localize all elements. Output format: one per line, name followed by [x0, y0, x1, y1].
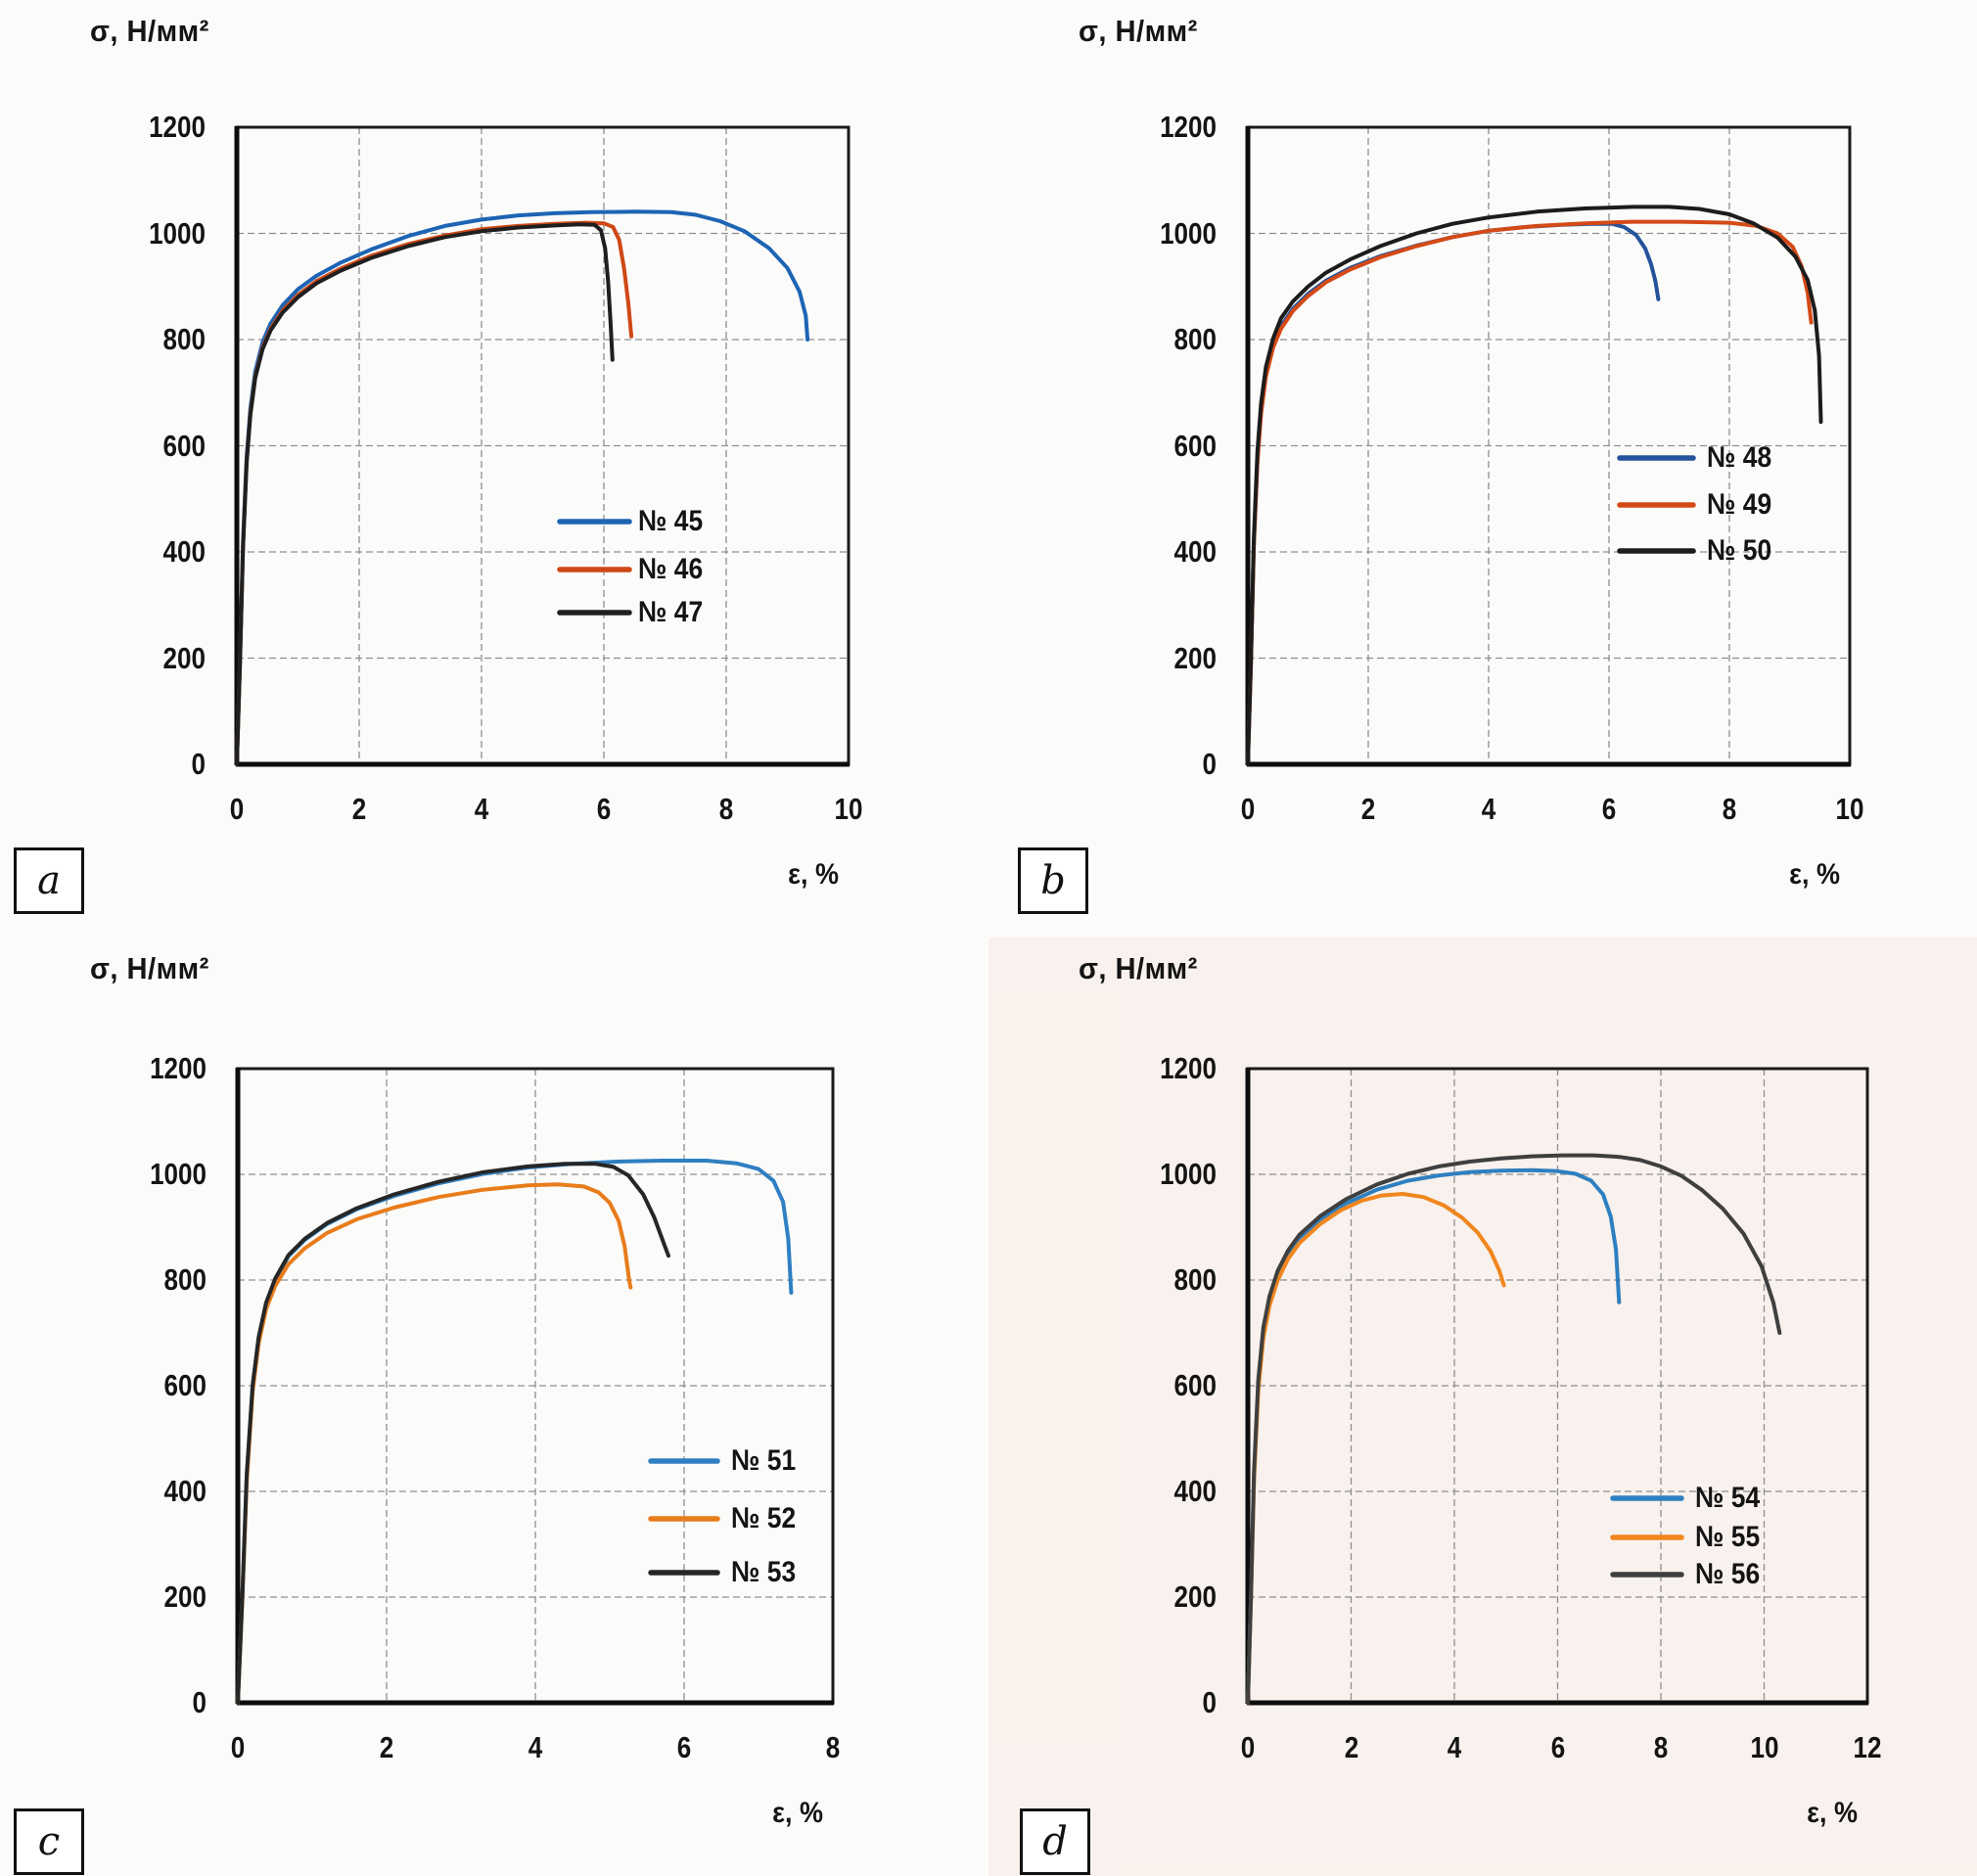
- x-tick-label-6: 6: [1601, 792, 1617, 826]
- y-tick-label-200: 200: [1173, 640, 1217, 675]
- x-tick-label-4: 4: [474, 792, 489, 826]
- y-tick-label-800: 800: [162, 322, 206, 356]
- y-axis-title: σ, Н/мм²: [90, 951, 209, 985]
- x-tick-label-10: 10: [834, 792, 863, 826]
- y-tick-label-0: 0: [1202, 1685, 1217, 1719]
- series-curve-№46: [235, 220, 634, 766]
- x-tick-label-0: 0: [1240, 1730, 1256, 1764]
- panel-letter-a: a: [14, 847, 84, 914]
- chart-panel-b: σ, Н/мм² 1200 1000 800 600 400 200 0 0 2 4 6 8 10 № 48…: [988, 0, 1977, 938]
- x-tick-label-0: 0: [229, 792, 245, 826]
- x-tick-label-4: 4: [1481, 792, 1496, 826]
- legend-label-№49: № 49: [1707, 488, 1772, 521]
- series-curve-№48: [1246, 221, 1661, 766]
- y-tick-label-200: 200: [162, 640, 206, 675]
- series-curve-№51: [236, 1159, 794, 1705]
- y-tick-label-0: 0: [191, 747, 206, 781]
- x-tick-label-6: 6: [1550, 1730, 1565, 1764]
- x-tick-label-6: 6: [676, 1730, 692, 1764]
- legend-label-№48: № 48: [1707, 441, 1772, 474]
- plot-canvas-b: [1245, 125, 1852, 767]
- legend-label-№56: № 56: [1695, 1558, 1761, 1590]
- y-tick-label-1200: 1200: [150, 1051, 207, 1085]
- legend-label-№50: № 50: [1707, 534, 1772, 567]
- x-tick-label-8: 8: [825, 1730, 841, 1764]
- y-tick-label-1200: 1200: [1160, 1051, 1217, 1085]
- y-tick-label-400: 400: [162, 534, 206, 569]
- y-tick-label-800: 800: [1173, 1262, 1217, 1297]
- legend-label-№47: № 47: [638, 596, 704, 628]
- legend-label-№55: № 55: [1695, 1521, 1761, 1553]
- y-tick-label-1000: 1000: [1160, 215, 1217, 251]
- plot-canvas-c: [235, 1067, 835, 1706]
- y-tick-label-1000: 1000: [150, 1157, 207, 1191]
- legend-label-№51: № 51: [731, 1444, 797, 1477]
- y-tick-label-1000: 1000: [149, 215, 206, 251]
- plot-canvas-a: [234, 125, 851, 767]
- y-tick-label-800: 800: [163, 1262, 207, 1297]
- y-tick-label-0: 0: [192, 1685, 207, 1719]
- y-tick-label-800: 800: [1173, 322, 1217, 356]
- y-tick-label-1200: 1200: [149, 110, 206, 144]
- y-tick-label-400: 400: [1173, 1474, 1217, 1508]
- y-tick-label-200: 200: [163, 1579, 207, 1614]
- series-curve-№56: [1246, 1153, 1782, 1705]
- x-tick-label-12: 12: [1853, 1730, 1882, 1764]
- y-tick-label-400: 400: [1173, 534, 1217, 569]
- legend-label-№45: № 45: [638, 505, 704, 537]
- y-axis-title: σ, Н/мм²: [1079, 14, 1198, 48]
- legend-label-№53: № 53: [731, 1556, 797, 1588]
- x-axis-title: ε, %: [772, 1797, 823, 1829]
- x-tick-label-10: 10: [1835, 792, 1864, 826]
- panel-letter-d: d: [1020, 1808, 1090, 1875]
- series-curve-№55: [1246, 1192, 1506, 1705]
- series-curve-№52: [236, 1182, 633, 1705]
- x-tick-label-8: 8: [1722, 792, 1737, 826]
- panel-letter-b: b: [1018, 847, 1088, 914]
- chart-panel-d: σ, Н/мм² 1200 1000 800 600 400 200 0 0 2 4 6 8 10 12 № …: [988, 938, 1977, 1876]
- y-tick-label-1000: 1000: [1160, 1157, 1217, 1191]
- y-tick-label-1200: 1200: [1160, 110, 1217, 144]
- y-tick-label-400: 400: [163, 1474, 207, 1508]
- x-tick-label-10: 10: [1750, 1730, 1778, 1764]
- chart-panel-a: σ, Н/мм² 1200 1000 800 600 400 200 0 0 2 4 6 8 10 № 45…: [0, 0, 988, 938]
- plot-canvas-d: [1245, 1067, 1869, 1706]
- y-axis-title: σ, Н/мм²: [90, 14, 209, 48]
- legend-label-№54: № 54: [1695, 1482, 1761, 1514]
- x-axis-title: ε, %: [1807, 1797, 1858, 1829]
- x-tick-label-2: 2: [1344, 1730, 1358, 1764]
- x-tick-label-0: 0: [1240, 792, 1256, 826]
- chart-panel-c: σ, Н/мм² 1200 1000 800 600 400 200 0 0 2 4 6 8 № 51 № …: [0, 938, 988, 1876]
- x-tick-label-8: 8: [1653, 1730, 1669, 1764]
- series-curve-№54: [1246, 1167, 1622, 1705]
- x-tick-label-4: 4: [1447, 1730, 1462, 1764]
- y-tick-label-600: 600: [1173, 428, 1217, 463]
- x-tick-label-2: 2: [1360, 792, 1376, 826]
- x-tick-label-2: 2: [351, 792, 367, 826]
- series-curve-№47: [235, 222, 615, 766]
- y-tick-label-600: 600: [162, 428, 206, 463]
- y-tick-label-200: 200: [1173, 1579, 1217, 1614]
- series-curve-№45: [235, 209, 810, 766]
- y-tick-label-0: 0: [1202, 747, 1217, 781]
- y-tick-label-600: 600: [163, 1368, 207, 1402]
- x-tick-label-4: 4: [528, 1730, 543, 1764]
- legend-label-№52: № 52: [731, 1502, 797, 1534]
- panel-letter-c: c: [14, 1808, 84, 1875]
- x-tick-label-0: 0: [230, 1730, 246, 1764]
- x-tick-label-2: 2: [379, 1730, 394, 1764]
- x-axis-title: ε, %: [1789, 858, 1840, 891]
- series-curve-№50: [1246, 205, 1823, 766]
- legend-label-№46: № 46: [638, 553, 704, 585]
- y-axis-title: σ, Н/мм²: [1079, 951, 1198, 985]
- y-tick-label-600: 600: [1173, 1368, 1217, 1402]
- series-curve-№53: [236, 1162, 670, 1705]
- x-axis-title: ε, %: [788, 858, 839, 891]
- x-tick-label-8: 8: [718, 792, 734, 826]
- x-tick-label-6: 6: [596, 792, 612, 826]
